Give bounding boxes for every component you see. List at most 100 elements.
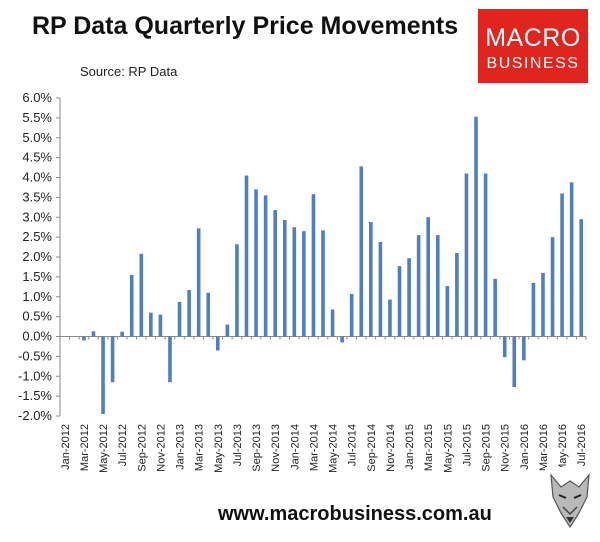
wolf-logo-icon [545, 467, 595, 532]
bar-May-2014 [330, 309, 335, 337]
bar-Feb-2013 [187, 289, 191, 337]
x-tick-label: Jan-2015 [404, 424, 416, 470]
bar-Feb-2016 [531, 282, 536, 337]
x-tick-label: Nov-2014 [385, 424, 397, 472]
logo-line-2: BUSINESS [486, 55, 580, 72]
bar-Jun-2013 [225, 324, 230, 337]
bar-Dec-2014 [397, 266, 402, 337]
y-tick-label: 4.0% [22, 170, 52, 185]
y-tick-label: 5.0% [22, 130, 52, 145]
bar-Oct-2014 [378, 241, 383, 337]
y-tick-label: -0.5% [18, 348, 52, 363]
x-tick-label: Sep-2012 [136, 424, 148, 472]
y-tick-label: 0.5% [22, 309, 52, 324]
x-tick-label: Mar-2015 [423, 424, 435, 471]
x-tick-label: Mar-2013 [194, 424, 206, 471]
logo-line-1: MACRO [485, 24, 581, 52]
x-tick-label: Jul-2012 [117, 424, 129, 466]
x-tick-label: Sep-2013 [251, 424, 263, 472]
x-tick-label: Mar-2012 [79, 424, 91, 471]
chart-title: RP Data Quarterly Price Movements [32, 12, 459, 40]
x-tick-label: May-2016 [557, 424, 569, 473]
bar-Feb-2014 [302, 231, 306, 337]
bar-Dec-2012 [168, 336, 172, 383]
x-tick-label: Jul-2015 [461, 424, 473, 466]
y-tick-label: 0.0% [22, 329, 52, 344]
x-tick-label: Mar-2014 [308, 424, 320, 471]
bar-Aug-2012 [129, 274, 134, 337]
bar-Feb-2015 [416, 235, 421, 337]
bar-Jan-2016 [522, 336, 526, 361]
y-tick-label: 1.5% [22, 269, 52, 284]
y-tick-label: 3.5% [22, 189, 52, 204]
bar-Jan-2014 [292, 227, 297, 337]
x-tick-label: Sep-2014 [366, 424, 378, 472]
x-tick-label: May-2013 [213, 424, 225, 473]
bar-Mar-2014 [311, 194, 316, 337]
y-tick-label: -2.0% [18, 408, 52, 423]
bar-Apr-2013 [206, 292, 211, 337]
bar-Mar-2012 [82, 336, 86, 341]
source-note: Source: RP Data [80, 64, 178, 79]
x-tick-label: Jan-2016 [519, 424, 531, 470]
x-tick-label: Nov-2012 [155, 424, 167, 472]
bar-Aug-2015 [474, 116, 478, 337]
bar-Sep-2014 [369, 222, 373, 337]
macrobusiness-logo: MACRO BUSINESS [478, 9, 588, 83]
y-tick-label: 3.0% [22, 209, 52, 224]
bar-Jul-2014 [349, 293, 354, 337]
bar-Dec-2015 [512, 336, 517, 387]
bar-Apr-2014 [321, 230, 325, 337]
bar-Apr-2015 [435, 235, 440, 337]
bar-Jun-2016 [569, 182, 574, 337]
y-tick-label: 2.5% [22, 229, 52, 244]
y-tick-label: -1.0% [18, 368, 52, 383]
bar-Jun-2014 [340, 336, 344, 343]
bar-Jul-2013 [235, 244, 239, 337]
bar-Nov-2014 [388, 299, 392, 337]
bar-Jul-2016 [579, 219, 584, 337]
y-tick-label: 2.0% [22, 249, 52, 264]
bar-Sep-2012 [139, 253, 144, 337]
bar-Oct-2012 [149, 312, 153, 337]
x-tick-label: Nov-2015 [500, 424, 512, 472]
y-tick-label: -1.5% [18, 388, 52, 403]
x-tick-label: Jul-2013 [232, 424, 244, 466]
bar-May-2013 [216, 336, 220, 351]
x-tick-label: May-2014 [328, 424, 340, 473]
bar-Apr-2012 [91, 331, 96, 337]
bar-Jan-2013 [177, 301, 182, 337]
bar-May-2012 [101, 336, 105, 415]
bar-Jan-2015 [407, 258, 411, 337]
y-tick-label: 6.0% [22, 90, 52, 105]
x-tick-label: May-2015 [442, 424, 454, 473]
bar-Apr-2016 [550, 237, 555, 337]
y-tick-label: 4.5% [22, 150, 52, 165]
bar-Nov-2013 [273, 210, 277, 337]
x-tick-label: Nov-2013 [270, 424, 282, 472]
x-tick-label: Jul-2016 [576, 424, 588, 466]
bar-Aug-2014 [359, 166, 364, 337]
bar-Sep-2013 [254, 189, 258, 337]
bar-Oct-2015 [493, 278, 497, 337]
bar-Jul-2015 [464, 173, 469, 337]
bar-Mar-2013 [196, 228, 201, 337]
bar-Jun-2015 [455, 253, 459, 337]
bar-May-2016 [560, 193, 564, 337]
bar-Aug-2013 [244, 175, 249, 337]
bar-Mar-2016 [541, 272, 545, 337]
y-tick-label: 5.5% [22, 110, 52, 125]
x-tick-label: Mar-2016 [538, 424, 550, 471]
x-tick-label: May-2012 [98, 424, 110, 473]
bar-Nov-2012 [158, 314, 163, 337]
x-tick-label: Jan-2012 [60, 424, 72, 470]
x-tick-label: Sep-2015 [481, 424, 493, 472]
x-tick-label: Jan-2014 [289, 424, 301, 470]
bar-Sep-2015 [483, 173, 488, 337]
bar-Dec-2013 [282, 220, 287, 337]
x-tick-label: Jan-2013 [175, 424, 187, 470]
bar-May-2015 [445, 286, 450, 337]
y-tick-label: 1.0% [22, 289, 52, 304]
x-tick-label: Jul-2014 [347, 424, 359, 466]
